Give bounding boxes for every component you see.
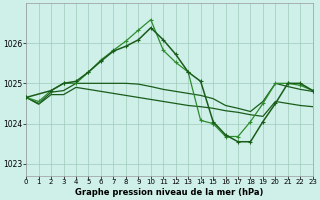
X-axis label: Graphe pression niveau de la mer (hPa): Graphe pression niveau de la mer (hPa) [75, 188, 264, 197]
